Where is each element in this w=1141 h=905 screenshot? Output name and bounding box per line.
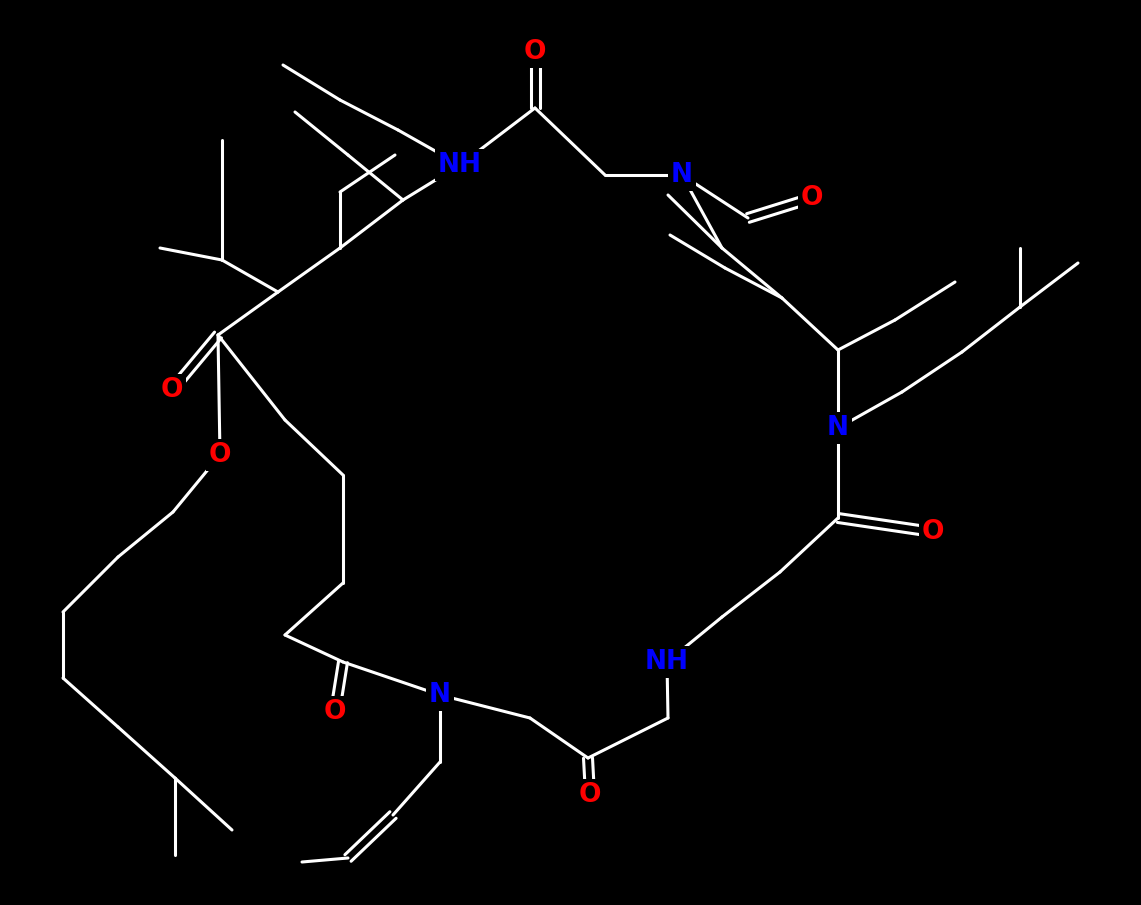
- Text: N: N: [429, 682, 451, 708]
- Text: O: O: [922, 519, 945, 545]
- Text: NH: NH: [645, 649, 689, 675]
- Text: N: N: [671, 162, 693, 188]
- Text: O: O: [801, 185, 824, 211]
- Text: O: O: [578, 782, 601, 808]
- Text: N: N: [827, 415, 849, 441]
- Text: NH: NH: [438, 152, 482, 178]
- Text: O: O: [324, 699, 346, 725]
- Text: O: O: [209, 442, 232, 468]
- Text: O: O: [161, 377, 184, 403]
- Text: O: O: [524, 39, 547, 65]
